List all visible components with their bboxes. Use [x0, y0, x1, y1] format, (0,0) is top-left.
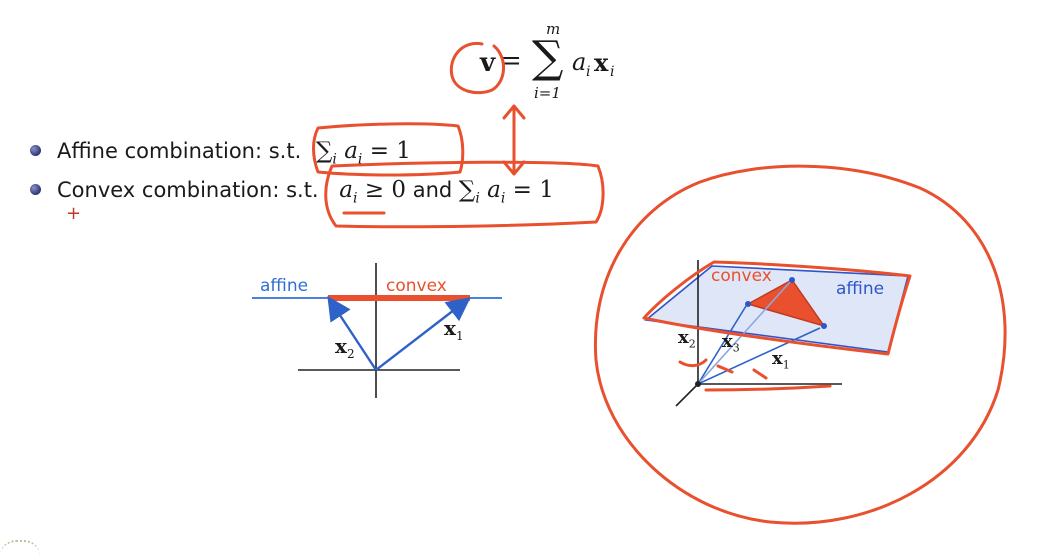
x2-label-3d: x2 [678, 327, 696, 351]
origin-3d [695, 381, 701, 387]
convex-label-3d: convex [711, 266, 772, 286]
x1-symbol: x [772, 348, 783, 369]
x1-label-3d: x1 [772, 348, 790, 372]
affine-label-3d: affine [836, 279, 884, 299]
axis-3d-depth [676, 384, 698, 406]
point-x2 [745, 301, 751, 307]
x2-symbol: x [678, 327, 689, 348]
x3-subscript: 3 [733, 342, 740, 355]
point-x3 [789, 277, 795, 283]
x3-symbol: x [722, 331, 733, 352]
vector-x1-3d [698, 328, 820, 384]
x3-label-3d: x3 [722, 331, 740, 355]
x1-subscript: 1 [783, 359, 790, 372]
point-x1 [821, 323, 827, 329]
x2-subscript: 2 [689, 338, 696, 351]
